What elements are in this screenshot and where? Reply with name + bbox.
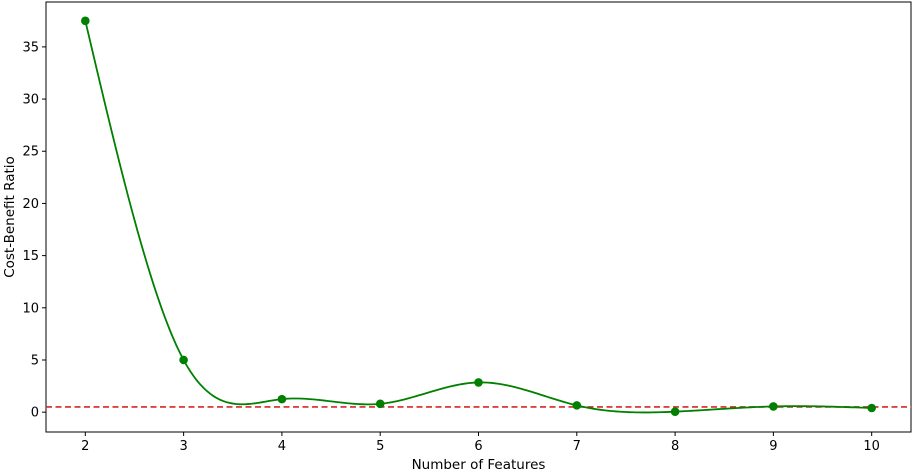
y-tick-label: 10	[22, 301, 39, 316]
x-tick-label: 2	[81, 439, 89, 454]
y-tick-label: 5	[31, 353, 39, 368]
data-point	[769, 402, 778, 411]
x-axis-ticks: 2 3 4 5 6 7 8 9 10	[81, 432, 880, 454]
data-point	[375, 399, 385, 409]
data-point	[670, 407, 680, 416]
y-tick-label: 0	[31, 406, 39, 421]
plot-frame	[45, 1, 912, 433]
x-tick-label: 8	[671, 439, 679, 454]
data-point	[867, 403, 876, 413]
data-point	[277, 394, 287, 404]
y-tick-label: 15	[22, 249, 39, 264]
data-point	[572, 401, 582, 410]
x-tick-label: 5	[376, 439, 384, 454]
x-tick-label: 6	[474, 439, 482, 454]
x-axis-label: Number of Features	[412, 457, 546, 471]
data-point	[474, 378, 483, 387]
plot-area	[45, 1, 912, 433]
x-tick-label: 4	[278, 439, 286, 454]
y-axis-label: Cost-Benefit Ratio	[2, 156, 18, 278]
x-tick-label: 3	[179, 439, 187, 454]
y-tick-label: 30	[22, 93, 39, 108]
y-tick-label: 25	[22, 145, 39, 160]
series-line	[84, 20, 872, 414]
y-axis-ticks: 0 5 10 15 20 25 30 35	[22, 40, 46, 421]
y-tick-label: 20	[22, 197, 39, 212]
series-points-group	[81, 16, 876, 416]
y-tick-label: 35	[22, 40, 39, 55]
data-point	[81, 16, 90, 26]
x-tick-label: 10	[863, 439, 880, 454]
x-tick-label: 9	[769, 439, 777, 454]
data-point	[179, 355, 188, 365]
x-tick-label: 7	[573, 439, 581, 454]
series-line-group	[84, 20, 872, 414]
